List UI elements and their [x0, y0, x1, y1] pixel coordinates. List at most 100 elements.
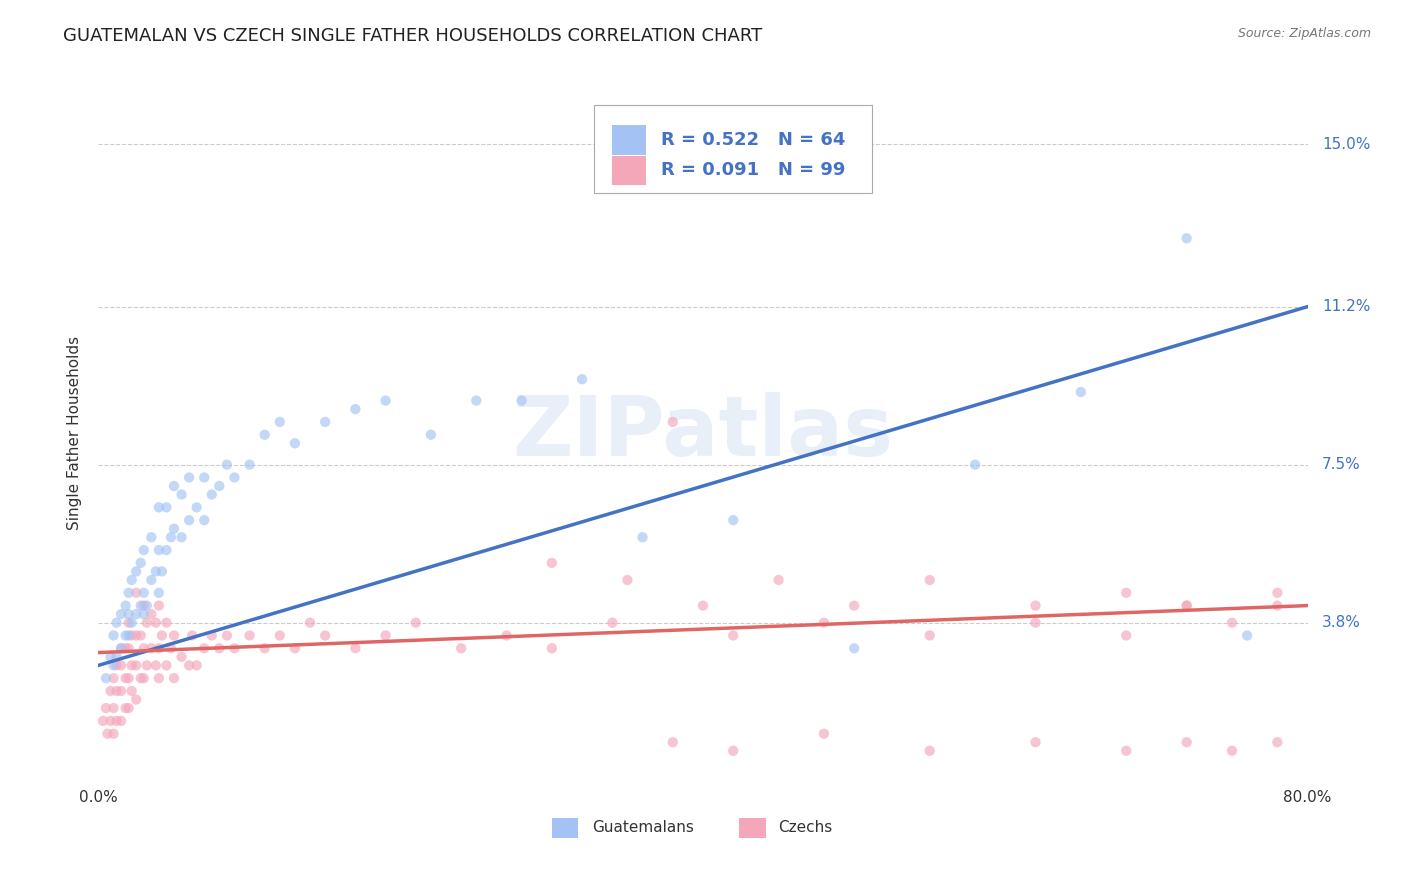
- Point: [1175, 231, 1198, 245]
- Point: [105, 615, 128, 630]
- Point: [813, 727, 835, 741]
- Point: [215, 628, 238, 642]
- Point: [94, 671, 117, 685]
- Point: [314, 628, 336, 642]
- Text: 7.5%: 7.5%: [1322, 458, 1361, 472]
- Point: [571, 372, 593, 386]
- Point: [253, 427, 276, 442]
- Point: [965, 458, 987, 472]
- Point: [661, 415, 683, 429]
- Point: [145, 615, 167, 630]
- Point: [135, 658, 157, 673]
- Point: [148, 671, 170, 685]
- Point: [121, 628, 143, 642]
- Point: [114, 599, 136, 613]
- Point: [148, 586, 170, 600]
- Point: [193, 513, 215, 527]
- Point: [201, 628, 224, 642]
- Point: [224, 641, 246, 656]
- Point: [193, 470, 215, 484]
- Point: [94, 701, 117, 715]
- Point: [631, 530, 654, 544]
- Point: [201, 487, 224, 501]
- Point: [1024, 735, 1046, 749]
- Point: [100, 714, 122, 728]
- Point: [918, 628, 941, 642]
- Point: [118, 586, 141, 600]
- Point: [239, 458, 262, 472]
- Point: [96, 727, 118, 741]
- Point: [105, 649, 128, 664]
- Point: [118, 607, 141, 621]
- Point: [163, 522, 186, 536]
- Point: [1267, 599, 1289, 613]
- Point: [1024, 599, 1046, 613]
- Point: [1070, 385, 1092, 400]
- Point: [150, 628, 173, 642]
- FancyBboxPatch shape: [740, 818, 766, 838]
- Point: [125, 565, 148, 579]
- Point: [132, 599, 155, 613]
- Point: [918, 744, 941, 758]
- Point: [110, 641, 132, 656]
- Point: [148, 599, 170, 613]
- Point: [510, 393, 533, 408]
- FancyBboxPatch shape: [595, 105, 872, 193]
- Text: GUATEMALAN VS CZECH SINGLE FATHER HOUSEHOLDS CORRELATION CHART: GUATEMALAN VS CZECH SINGLE FATHER HOUSEH…: [63, 27, 762, 45]
- Point: [1236, 628, 1258, 642]
- Point: [148, 543, 170, 558]
- Point: [1267, 586, 1289, 600]
- Point: [374, 393, 396, 408]
- Point: [110, 641, 132, 656]
- Point: [110, 607, 132, 621]
- Point: [114, 701, 136, 715]
- Point: [1220, 615, 1243, 630]
- Text: 3.8%: 3.8%: [1322, 615, 1361, 630]
- Point: [723, 744, 745, 758]
- Point: [121, 684, 143, 698]
- Point: [141, 573, 163, 587]
- Point: [132, 671, 155, 685]
- Point: [148, 641, 170, 656]
- Point: [208, 479, 231, 493]
- Point: [193, 641, 215, 656]
- Point: [844, 641, 866, 656]
- Point: [918, 573, 941, 587]
- Point: [125, 692, 148, 706]
- Point: [110, 714, 132, 728]
- Point: [135, 615, 157, 630]
- Point: [150, 565, 173, 579]
- Point: [125, 586, 148, 600]
- Point: [105, 684, 128, 698]
- Point: [1175, 599, 1198, 613]
- Point: [141, 607, 163, 621]
- Point: [155, 543, 177, 558]
- Point: [121, 658, 143, 673]
- Point: [148, 500, 170, 515]
- Point: [405, 615, 427, 630]
- Text: Source: ZipAtlas.com: Source: ZipAtlas.com: [1237, 27, 1371, 40]
- Point: [1175, 599, 1198, 613]
- Point: [141, 641, 163, 656]
- Point: [179, 470, 201, 484]
- Point: [129, 671, 152, 685]
- Point: [125, 607, 148, 621]
- Point: [540, 556, 562, 570]
- Point: [163, 628, 186, 642]
- Point: [314, 415, 336, 429]
- Point: [1115, 628, 1137, 642]
- Point: [170, 649, 193, 664]
- Point: [269, 415, 291, 429]
- Point: [114, 671, 136, 685]
- Point: [118, 671, 141, 685]
- Point: [91, 714, 114, 728]
- Point: [181, 628, 204, 642]
- Text: R = 0.091   N = 99: R = 0.091 N = 99: [661, 161, 845, 179]
- Point: [121, 615, 143, 630]
- Point: [179, 658, 201, 673]
- Point: [239, 628, 262, 642]
- Point: [100, 684, 122, 698]
- Point: [1220, 744, 1243, 758]
- Y-axis label: Single Father Households: Single Father Households: [67, 335, 83, 530]
- Point: [110, 658, 132, 673]
